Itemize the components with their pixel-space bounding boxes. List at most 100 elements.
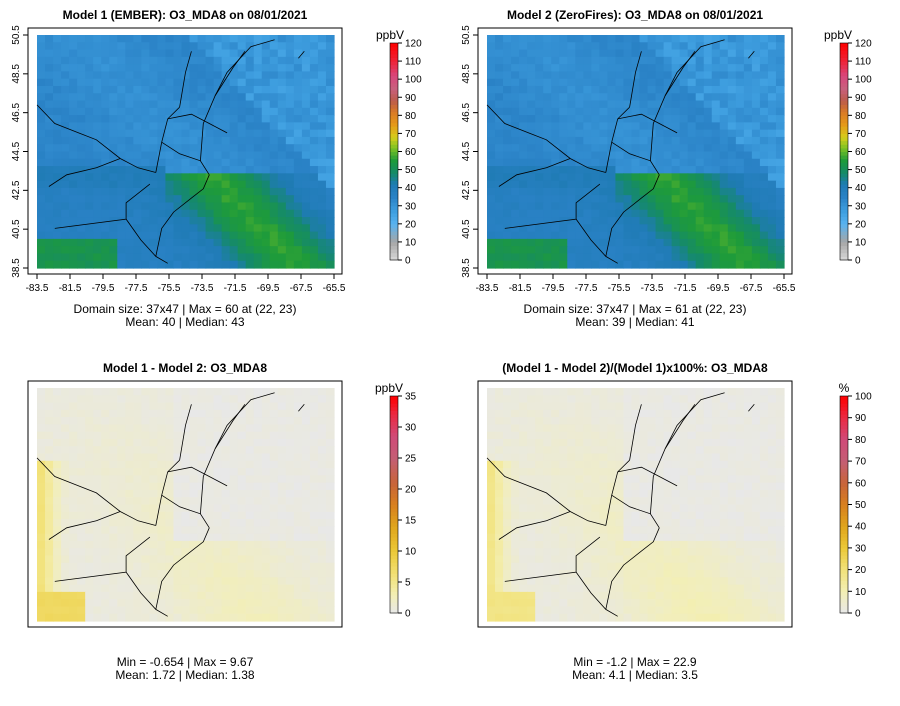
heatmap-cell [703,504,713,513]
heatmap-cell [173,42,183,51]
heatmap-cell [703,511,713,520]
heatmap-cell [647,417,657,426]
heatmap-cell [69,526,78,535]
heatmap-cell [285,180,295,189]
heatmap-cell [631,35,641,43]
heatmap-cell [535,224,544,233]
heatmap-cell [639,93,649,102]
heatmap-cell [301,446,311,455]
heatmap-cell [767,122,777,131]
colorbar-segment [390,108,398,113]
heatmap-cell [133,468,142,476]
heatmap-cell [213,136,223,145]
heatmap-cell [301,180,311,189]
heatmap-cell [133,606,142,615]
heatmap-cell [61,409,70,418]
heatmap-cell [527,238,536,247]
heatmap-cell [117,388,126,396]
heatmap-cell [687,409,697,418]
heatmap-cell [503,49,512,58]
heatmap-cell [229,253,239,262]
heatmap-cell [157,482,167,491]
heatmap-cell [101,511,110,520]
heatmap-cell [607,195,617,204]
heatmap-cell [631,577,641,586]
heatmap-cell [735,246,745,255]
heatmap-cell [655,562,665,571]
heatmap-cell [623,482,633,491]
heatmap-cell [181,409,191,418]
heatmap-cell [269,93,279,102]
heatmap-cell [487,388,496,396]
heatmap-cell [85,395,94,404]
heatmap-cell [141,511,150,520]
heatmap-cell [543,49,552,58]
heatmap-cell [599,260,609,269]
heatmap-cell [253,260,263,269]
heatmap-cell [575,533,584,542]
heatmap-cell [495,533,504,542]
heatmap-cell [719,64,729,73]
heatmap-cell [93,71,102,80]
heatmap-cell [301,482,311,491]
heatmap-cell [663,180,673,189]
heatmap-cell [583,511,592,520]
heatmap-cell [551,224,560,233]
heatmap-cell [37,71,46,80]
heatmap-cell [221,555,231,564]
heatmap-cell [775,56,785,65]
heatmap-cell [181,187,191,196]
heatmap-cell [261,453,271,462]
heatmap-cell [487,100,496,109]
heatmap-cell [767,42,777,51]
heatmap-cell [759,395,769,404]
heatmap-cell [237,599,247,608]
heatmap-cell [181,246,191,255]
heatmap-cell [703,115,713,123]
heatmap-cell [511,122,520,131]
heatmap-cell [293,511,303,520]
heatmap-cell [269,475,279,484]
heatmap-cell [695,100,705,109]
colorbar-segment [840,180,848,185]
colorbar-segment [840,43,848,48]
heatmap-cell [77,446,86,455]
heatmap-cell [109,599,118,608]
heatmap-cell [631,395,641,404]
heatmap-cell [607,591,617,600]
heatmap-cell [125,533,134,542]
heatmap-cell [141,453,150,462]
heatmap-cell [567,35,576,43]
heatmap-cell [599,526,609,535]
heatmap-cell [165,195,175,204]
heatmap-cell [77,555,86,564]
heatmap-cell [631,453,641,462]
heatmap-cell [109,446,118,455]
heatmap-cell [85,107,94,116]
heatmap-cell [575,431,584,440]
heatmap-cell [719,431,729,440]
heatmap-cell [317,166,327,174]
heatmap-cell [189,144,199,153]
heatmap-cell [615,85,625,94]
heatmap-cell [229,511,239,520]
heatmap-cell [695,56,705,65]
heatmap-cell [117,246,126,255]
heatmap-cell [165,402,175,411]
heatmap-cell [69,417,78,426]
heatmap-cell [591,107,600,116]
heatmap-cell [703,555,713,564]
heatmap-cell [149,93,159,102]
heatmap-cell [181,613,191,622]
heatmap-cell [687,438,697,447]
heatmap-cell [141,49,150,58]
heatmap-cell [711,129,721,138]
heatmap-cell [655,100,665,109]
heatmap-cell [189,115,199,123]
heatmap-cell [743,195,753,204]
heatmap-cell [487,395,496,404]
heatmap-cell [285,591,295,600]
heatmap-cell [229,540,239,549]
heatmap-cell [631,231,641,240]
heatmap-cell [567,224,576,233]
